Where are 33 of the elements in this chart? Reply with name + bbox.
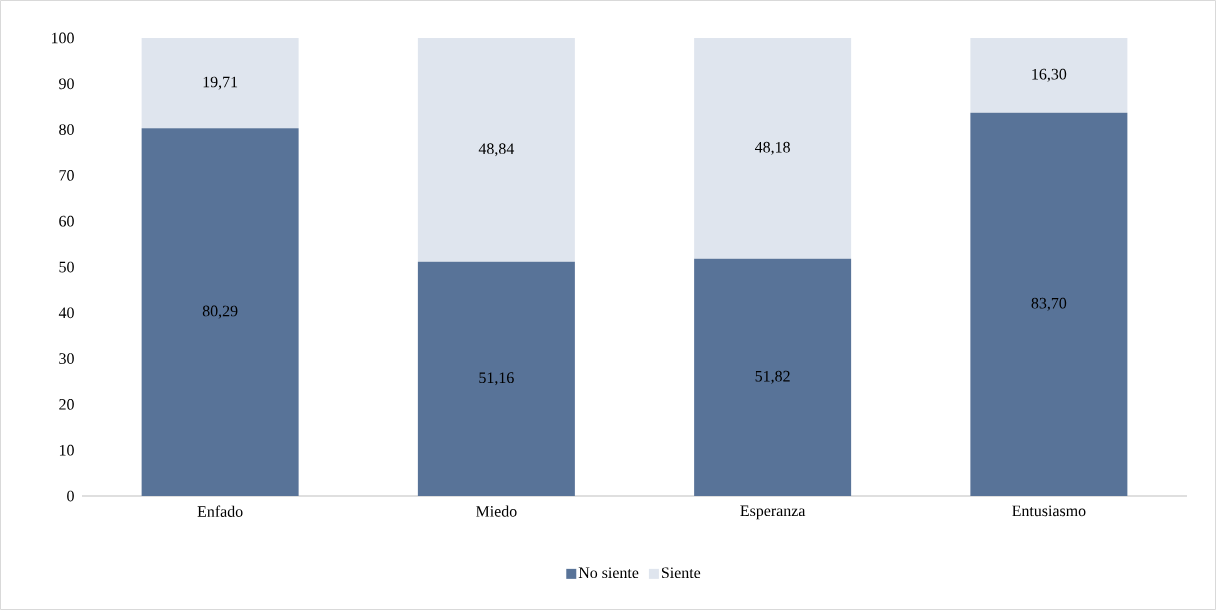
bar (417, 261, 575, 496)
y-tick-label: 40 (58, 307, 74, 319)
y-tick-label: 80 (59, 124, 74, 135)
data-label: 19,71 (203, 76, 238, 90)
bar (417, 37, 575, 262)
x-tick-label: Enfado (197, 505, 243, 517)
y-tick-label: 20 (59, 399, 74, 410)
bar (141, 37, 299, 129)
y-tick-label: 30 (59, 353, 74, 364)
data-label: 51,16 (479, 372, 514, 386)
data-label: 48,84 (478, 143, 515, 157)
bar (694, 37, 852, 259)
y-tick-label: 90 (59, 78, 74, 90)
y-tick-label: 10 (59, 444, 74, 456)
x-tick-label: Miedo (476, 505, 517, 517)
x-tick-label: Esperanza (740, 505, 806, 520)
bar (970, 112, 1128, 496)
bar (141, 128, 299, 496)
data-label: 83,70 (1031, 297, 1067, 311)
data-label: 51,82 (755, 370, 790, 384)
x-tick-label: Entusiasmo (1012, 505, 1086, 517)
legend-label: Siente (661, 567, 701, 579)
legend-label: No siente (578, 567, 639, 579)
data-label: 16,30 (1032, 68, 1067, 82)
y-tick-label: 70 (59, 170, 74, 181)
data-label: 80,29 (202, 305, 238, 319)
y-tick-label: 0 (67, 490, 74, 502)
bar (970, 37, 1128, 113)
y-tick-label: 60 (59, 215, 74, 227)
data-label: 48,18 (755, 141, 790, 155)
y-tick-label: 100 (51, 32, 74, 44)
y-tick-label: 50 (59, 261, 74, 273)
bar (694, 258, 852, 496)
